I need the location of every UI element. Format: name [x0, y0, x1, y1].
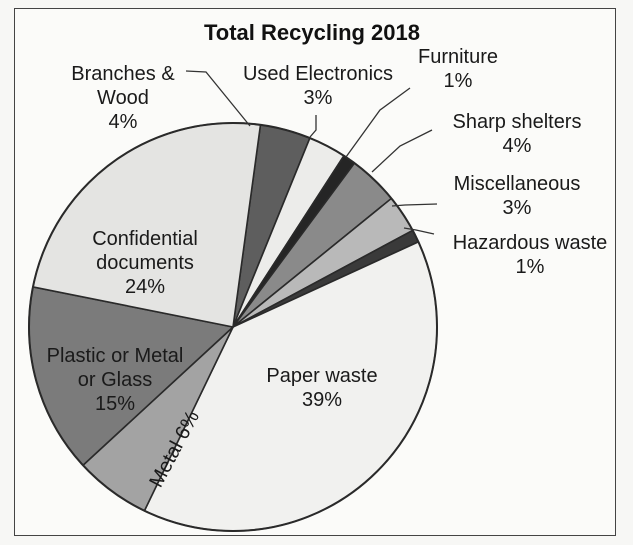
leader-line-furniture [345, 87, 411, 158]
slice-label-used-electronics: Used Electronics 3% [243, 63, 393, 109]
slice-label-branches-wood: Branches & Wood 4% [71, 63, 175, 133]
slice-label-confidential-documents: Confidential documents 24% [92, 228, 198, 298]
slice-label-paper-waste: Paper waste 39% [266, 365, 377, 411]
pie-slices [28, 122, 438, 532]
pie-outline [28, 122, 438, 532]
leader-line-miscellaneous [391, 203, 438, 207]
slice-label-miscellaneous: Miscellaneous 3% [454, 173, 581, 219]
slice-label-hazardous-waste: Hazardous waste 1% [453, 232, 608, 278]
leader-line-sharp-shelters [371, 129, 433, 173]
leader-line-branches-wood [185, 70, 251, 127]
slice-label-plastic-or-metal-or-glass: Plastic or Metal or Glass 15% [47, 345, 184, 415]
slice-label-sharp-shelters: Sharp shelters 4% [453, 111, 582, 157]
leader-line-hazardous-waste [403, 227, 435, 235]
slice-label-furniture: Furniture 1% [418, 46, 498, 92]
chart-title: Total Recycling 2018 [204, 20, 420, 45]
leader-lines [185, 70, 438, 235]
leader-line-used-electronics [309, 115, 317, 138]
